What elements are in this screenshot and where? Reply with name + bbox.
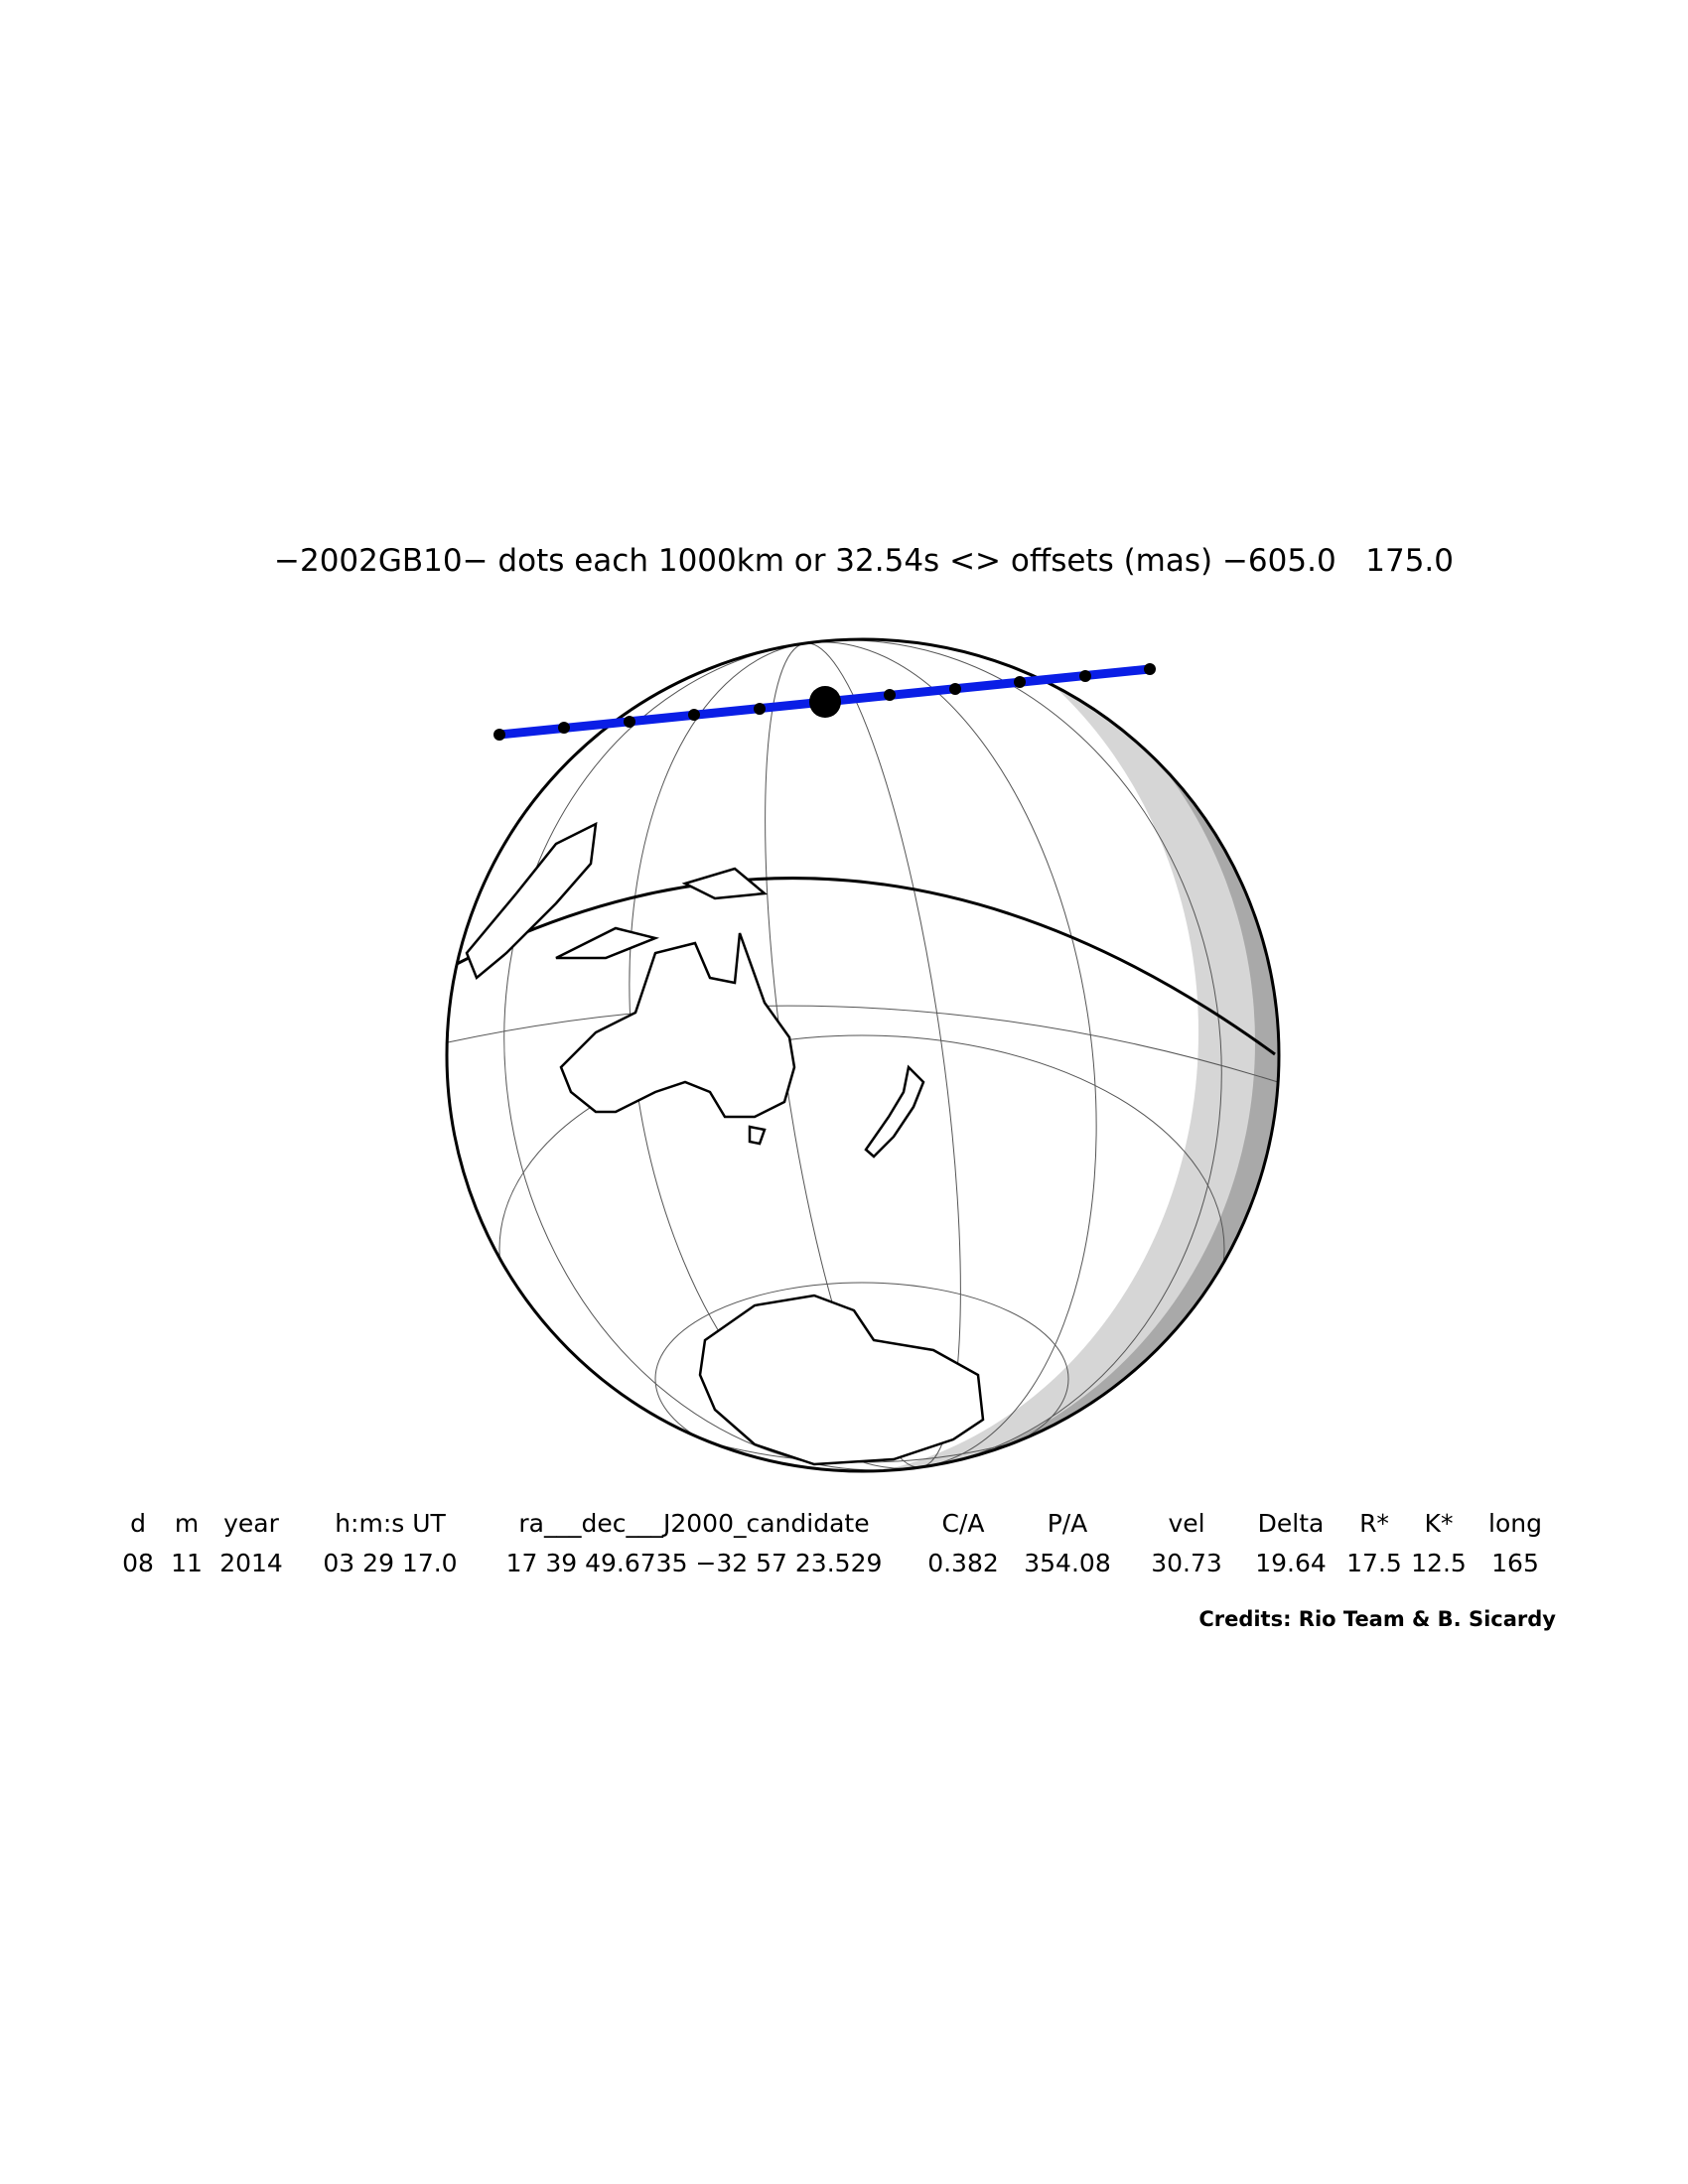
- globe: [445, 637, 1281, 1473]
- table-header: Delta: [1258, 1509, 1325, 1538]
- table-cell: 165: [1491, 1549, 1539, 1577]
- table-header: m: [175, 1509, 199, 1538]
- table-header: K*: [1425, 1509, 1454, 1538]
- table-cell: 12.5: [1411, 1549, 1467, 1577]
- table-cell: 17 39 49.6735 −32 57 23.529: [506, 1549, 883, 1577]
- table-cell: 08: [122, 1549, 154, 1577]
- table-header: vel: [1168, 1509, 1204, 1538]
- credits: Credits: Rio Team & B. Sicardy: [1198, 1607, 1556, 1631]
- table-cell: 03 29 17.0: [323, 1549, 457, 1577]
- table-cell: 11: [171, 1549, 203, 1577]
- table-header: h:m:s UT: [335, 1509, 446, 1538]
- table-cell: 0.382: [927, 1549, 999, 1577]
- table-cell: 19.64: [1255, 1549, 1327, 1577]
- event-table: d m year h:m:s UT ra___dec___J2000_candidate…: [122, 1509, 1542, 1577]
- title: −2002GB10− dots each 1000km or 32.54s <>…: [274, 543, 1454, 579]
- table-header: R*: [1359, 1509, 1389, 1538]
- table-header: d: [130, 1509, 146, 1538]
- table-cell: 2014: [219, 1549, 283, 1577]
- table-header: long: [1488, 1509, 1542, 1538]
- table-header: C/A: [942, 1509, 985, 1538]
- shadow-track: [493, 663, 1156, 741]
- table-cell: 17.5: [1346, 1549, 1402, 1577]
- table-cell: 30.73: [1151, 1549, 1222, 1577]
- table-header: ra___dec___J2000_candidate: [518, 1509, 869, 1538]
- table-cell: 354.08: [1024, 1549, 1110, 1577]
- table-header: year: [223, 1509, 279, 1538]
- table-header: P/A: [1048, 1509, 1088, 1538]
